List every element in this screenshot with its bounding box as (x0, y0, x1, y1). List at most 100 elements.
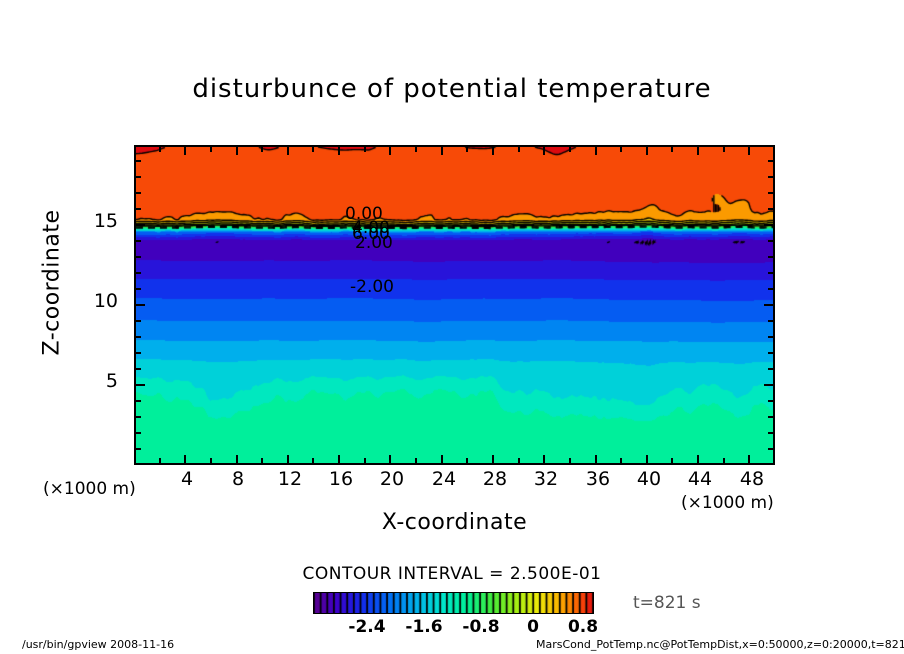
x-tick-top-10 (261, 145, 264, 152)
y-ticklabel-10: 10 (93, 290, 118, 312)
x-tick-top-40 (645, 145, 648, 155)
y-tick-right-5 (764, 384, 775, 386)
y-tick-10 (134, 304, 145, 306)
y-tick-18 (134, 176, 141, 178)
x-ticklabel-4: 4 (180, 468, 194, 490)
y-tick-right-3 (768, 416, 775, 418)
contour-label-2: 6.00 (352, 224, 390, 244)
y-tick-right-4 (768, 400, 775, 402)
y-tick-right-12 (768, 272, 775, 274)
x-axis-title: X-coordinate (381, 510, 528, 535)
x-tick-top-14 (312, 145, 315, 152)
x-tick-top-44 (697, 145, 700, 155)
x-ticklabel-40: 40 (636, 468, 662, 490)
x-tick-top-26 (466, 145, 469, 152)
colorbar-ticklabel-0: -2.4 (348, 617, 386, 637)
y-tick-6 (134, 368, 141, 370)
x-tick-28 (491, 455, 494, 465)
x-tick-8 (235, 455, 238, 465)
x-tick-42 (671, 458, 674, 465)
y-tick-right-18 (768, 176, 775, 178)
x-tick-14 (312, 458, 315, 465)
x-ticklabel-44: 44 (687, 468, 713, 490)
x-tick-top-8 (235, 145, 238, 155)
y-tick-right-19 (768, 160, 775, 162)
y-tick-13 (134, 256, 141, 258)
y-tick-right-11 (768, 288, 775, 290)
colorbar-ticklabel-3: 0 (527, 617, 539, 637)
x-ticklabel-32: 32 (533, 468, 559, 490)
y-tick-9 (134, 320, 141, 322)
y-axis-title: Z-coordinate (39, 209, 65, 356)
x-tick-top-22 (415, 145, 418, 152)
colorbar-ticklabel-2: -0.8 (462, 617, 500, 637)
contour-interval-label: CONTOUR INTERVAL = 2.500E-01 (302, 564, 602, 584)
x-tick-top-36 (594, 145, 597, 155)
x-tick-46 (722, 458, 725, 465)
x-tick-top-34 (568, 145, 571, 152)
x-ticklabel-12: 12 (277, 468, 303, 490)
x-ticklabel-28: 28 (482, 468, 508, 490)
x-tick-top-2 (158, 145, 161, 152)
x-tick-40 (645, 455, 648, 465)
y-tick-right-7 (768, 352, 775, 354)
x-tick-top-20 (389, 145, 392, 155)
colorbar-ticklabel-4: 0.8 (567, 617, 599, 637)
colorbar-ticklabel-1: -1.6 (405, 617, 443, 637)
x-tick-top-42 (671, 145, 674, 152)
y-tick-right-17 (768, 192, 775, 194)
y-tick-right-16 (768, 208, 775, 210)
contour-label-4: -2.00 (350, 277, 394, 297)
x-ticklabel-16: 16 (328, 468, 354, 490)
x-tick-32 (543, 455, 546, 465)
colorbar (313, 592, 594, 614)
page-title: disturbunce of potential temperature (192, 74, 712, 104)
y-tick-7 (134, 352, 141, 354)
x-tick-16 (338, 455, 341, 465)
y-tick-19 (134, 160, 141, 162)
x-tick-top-4 (184, 145, 187, 155)
x-tick-top-24 (440, 145, 443, 155)
x-tick-4 (184, 455, 187, 465)
contour-plot-area (134, 145, 775, 465)
y-tick-right-6 (768, 368, 775, 370)
x-ticklabel-20: 20 (379, 468, 405, 490)
time-label: t=821 s (633, 593, 701, 613)
y-tick-right-10 (764, 304, 775, 306)
colorbar-canvas (314, 593, 593, 613)
x-tick-18 (363, 458, 366, 465)
y-tick-2 (134, 432, 141, 434)
contour-label-1: 4.00 (352, 218, 390, 238)
x-tick-36 (594, 455, 597, 465)
footer-command-label: /usr/bin/gpview 2008-11-16 (22, 638, 175, 651)
x-tick-20 (389, 455, 392, 465)
y-ticklabel-15: 15 (93, 210, 118, 232)
x-tick-44 (697, 455, 700, 465)
contour-label-0: 0.00 (345, 204, 383, 224)
x-tick-48 (748, 455, 751, 465)
y-ticklabel-5: 5 (105, 370, 118, 392)
contour-label-3: 2.00 (355, 233, 393, 253)
x-tick-top-12 (286, 145, 289, 155)
x-tick-2 (158, 458, 161, 465)
y-tick-17 (134, 192, 141, 194)
x-tick-26 (466, 458, 469, 465)
x-tick-top-18 (363, 145, 366, 152)
y-tick-right-13 (768, 256, 775, 258)
x-tick-22 (415, 458, 418, 465)
y-tick-15 (134, 224, 145, 226)
y-tick-12 (134, 272, 141, 274)
x-tick-10 (261, 458, 264, 465)
x-tick-top-28 (491, 145, 494, 155)
x-ticklabel-48: 48 (739, 468, 765, 490)
y-tick-right-1 (768, 448, 775, 450)
y-tick-5 (134, 384, 145, 386)
y-tick-3 (134, 416, 141, 418)
footer-source-label: MarsCond_PotTemp.nc@PotTempDist,x=0:5000… (536, 638, 904, 651)
x-tick-30 (517, 458, 520, 465)
y-tick-4 (134, 400, 141, 402)
x-tick-24 (440, 455, 443, 465)
x-tick-top-30 (517, 145, 520, 152)
x-tick-6 (209, 458, 212, 465)
